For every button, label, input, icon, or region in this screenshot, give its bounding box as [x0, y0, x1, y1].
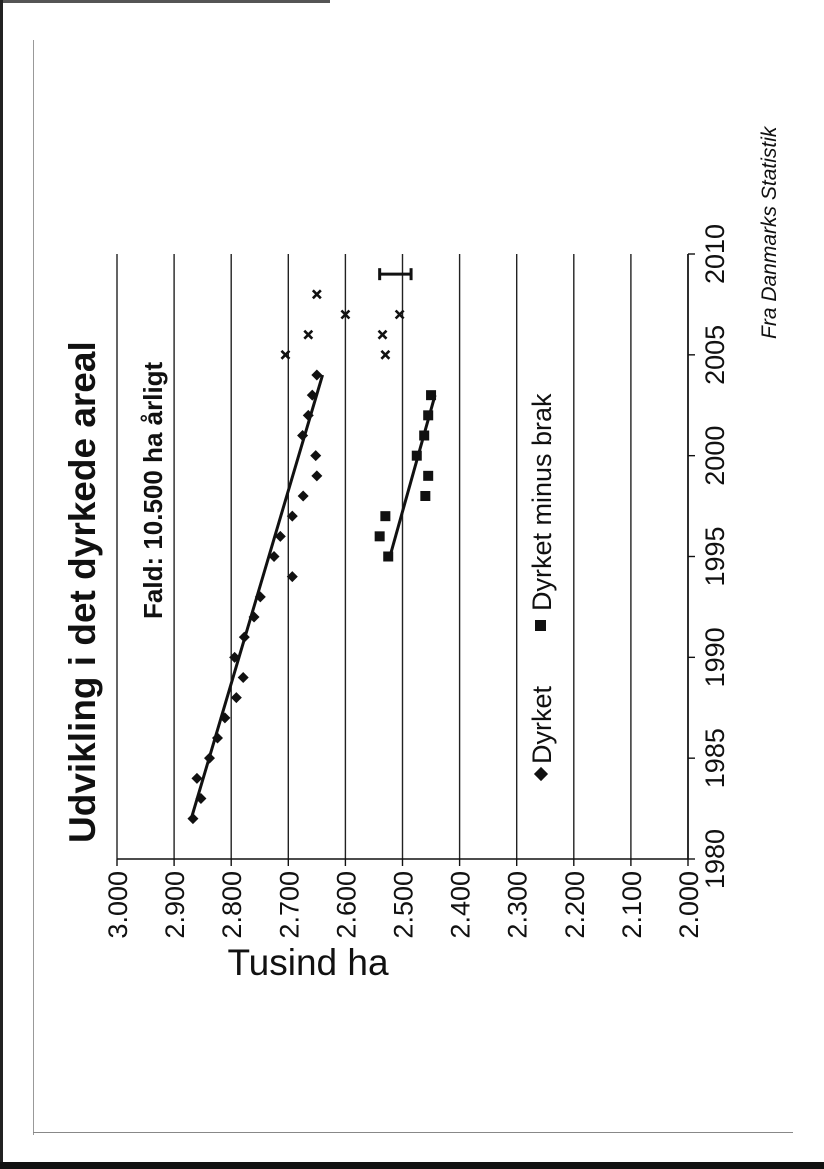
y-tick-label: 2.500: [389, 871, 419, 939]
trendline: [388, 394, 437, 557]
square-marker: [420, 491, 431, 501]
x-tick-label: 2005: [700, 325, 730, 385]
y-tick-label: 2.400: [446, 871, 476, 939]
trendlines: [189, 374, 437, 820]
diamond-marker: [254, 591, 266, 603]
diamond-marker: [310, 450, 322, 462]
data-marks: [187, 289, 437, 825]
axes: [116, 253, 695, 866]
legend-label-dyrket-minus-brak: Dyrket minus brak: [527, 393, 557, 611]
diamond-marker: [286, 571, 298, 583]
square-marker: [423, 410, 434, 421]
y-tick-label: 3.000: [103, 871, 133, 939]
diamond-marker: [286, 510, 298, 522]
frame-rule-left: [33, 40, 34, 1135]
diamond-marker: [237, 672, 249, 683]
square-marker: [380, 511, 391, 522]
diamond-marker: [219, 712, 231, 724]
cross-marker: [377, 329, 388, 340]
y-tick-label: 2.700: [274, 871, 304, 939]
chart-annotation: Fald: 10.500 ha årligt: [138, 361, 168, 619]
diamond-marker: [229, 651, 241, 663]
cross-marker: [303, 329, 314, 340]
square-marker: [383, 551, 394, 562]
y-tick-label: 2.300: [503, 871, 533, 939]
x-tick-label: 1990: [700, 627, 730, 687]
cross-marker: [280, 349, 291, 360]
diamond-marker: [306, 389, 318, 401]
chart-title: Udvikling i det dyrkede areal: [62, 341, 103, 843]
diamond-marker: [302, 409, 314, 421]
y-tick-label: 2.900: [160, 871, 190, 939]
scan-edge-top: [0, 0, 330, 3]
diamond-marker: [311, 470, 323, 482]
x-tick-label: 2000: [700, 426, 730, 486]
y-tick-label: 2.600: [331, 871, 361, 939]
legend-item-dyrket: Dyrket: [527, 685, 557, 782]
error-bar: [378, 268, 413, 281]
y-axis-label: Tusind ha: [227, 942, 389, 983]
scan-edge-bottom: [0, 1162, 824, 1169]
legend-item-dyrket-minus-brak: Dyrket minus brak: [527, 393, 557, 631]
cross-marker: [340, 309, 351, 320]
y-tick-label: 2.000: [674, 871, 704, 939]
diamond-marker: [297, 430, 309, 441]
source-note: Fra Danmarks Statistik: [758, 125, 781, 339]
square-marker: [419, 430, 430, 441]
x-tick-label: 2010: [700, 224, 730, 284]
diamond-marker: [238, 631, 250, 643]
x-tick-label: 1980: [700, 829, 730, 889]
frame-rule-bottom: [33, 1132, 793, 1133]
diamond-marker: [311, 369, 323, 381]
y-tick-label: 2.200: [560, 871, 590, 939]
chart-plot-area: 3.000 2.900 2.800 2.700 2.600 2.500 2.400 2.300…: [62, 125, 781, 983]
cross-marker: [394, 309, 405, 320]
square-marker: [423, 470, 434, 481]
cross-marker: [380, 349, 391, 360]
diamond-marker: [230, 692, 242, 704]
diamond-marker: [297, 490, 309, 502]
diamond-marker: [248, 611, 260, 623]
diamond-marker: [187, 813, 199, 825]
tick-labels: 3.000 2.900 2.800 2.700 2.600 2.500 2.400 2.300…: [103, 224, 730, 939]
scan-edge-left: [0, 0, 3, 1169]
legend-label-dyrket: Dyrket: [527, 685, 557, 764]
square-marker: [426, 390, 437, 401]
square-marker: [374, 531, 385, 542]
legend-square-icon: [535, 620, 546, 631]
square-marker: [411, 450, 422, 461]
y-tick-label: 2.100: [617, 871, 647, 939]
diamond-marker: [268, 551, 280, 562]
x-tick-label: 1995: [700, 526, 730, 586]
legend: Dyrket Dyrket minus brak: [527, 393, 557, 782]
y-tick-label: 2.800: [217, 871, 247, 939]
gridlines: [116, 254, 689, 859]
diamond-marker: [191, 772, 203, 784]
x-tick-label: 1985: [700, 728, 730, 788]
diamond-marker: [195, 793, 207, 804]
diamond-marker: [204, 752, 216, 764]
legend-diamond-icon: [533, 766, 549, 782]
cross-marker: [311, 289, 322, 300]
diamond-marker: [211, 732, 223, 744]
diamond-marker: [274, 530, 286, 542]
